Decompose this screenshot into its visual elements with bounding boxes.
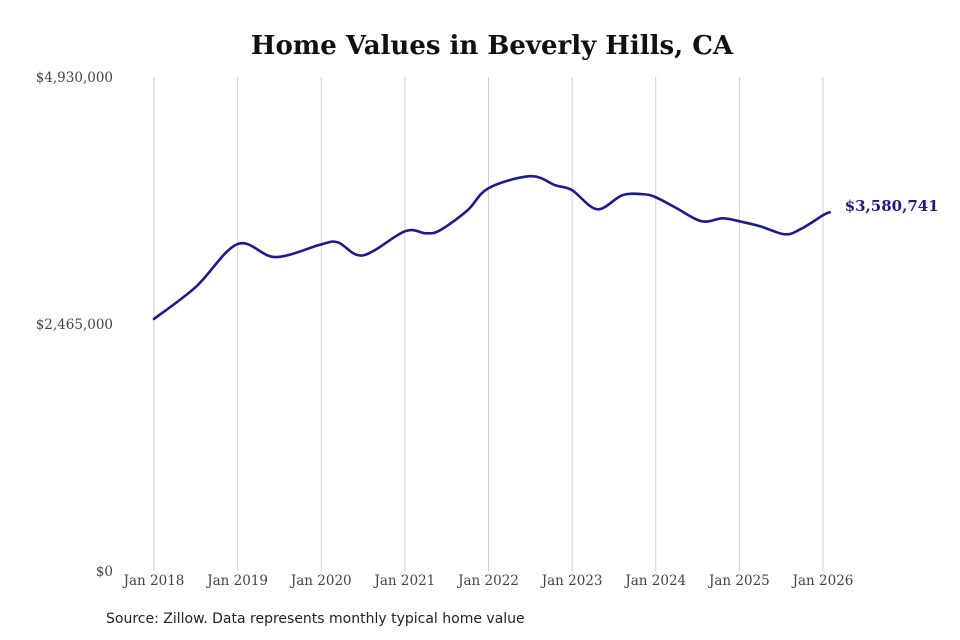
data-point bbox=[466, 209, 468, 211]
data-point bbox=[404, 230, 406, 232]
x-tick-label: Jan 2020 bbox=[289, 573, 352, 589]
data-point bbox=[738, 220, 740, 222]
y-tick-label: $4,930,000 bbox=[36, 70, 113, 86]
data-point bbox=[529, 175, 531, 177]
data-point bbox=[655, 196, 657, 198]
data-point bbox=[320, 243, 322, 245]
data-point bbox=[642, 193, 644, 195]
data-point bbox=[554, 184, 556, 186]
x-axis-ticks: Jan 2018 Jan 2019 Jan 2020 Jan 2021 Jan 2022… bbox=[122, 573, 854, 589]
y-tick-label: $2,465,000 bbox=[36, 317, 113, 333]
x-tick-label: Jan 2026 bbox=[791, 573, 854, 589]
data-point bbox=[153, 318, 155, 320]
gridlines bbox=[153, 77, 824, 571]
data-point bbox=[621, 194, 623, 196]
x-tick-label: Jan 2018 bbox=[122, 573, 185, 589]
data-point bbox=[274, 256, 276, 258]
x-tick-label: Jan 2025 bbox=[707, 573, 770, 589]
series-group bbox=[152, 174, 831, 321]
x-tick-label: Jan 2019 bbox=[205, 573, 268, 589]
data-point bbox=[801, 227, 803, 229]
x-tick-label: Jan 2023 bbox=[540, 573, 603, 589]
data-point bbox=[828, 211, 830, 213]
data-point bbox=[487, 187, 489, 189]
series-line bbox=[152, 174, 831, 321]
data-point bbox=[822, 214, 824, 216]
data-point bbox=[759, 225, 761, 227]
data-point bbox=[784, 233, 786, 235]
data-point bbox=[425, 232, 427, 234]
data-point bbox=[362, 254, 364, 256]
source-note: Source: Zillow. Data represents monthly … bbox=[106, 611, 525, 627]
data-point bbox=[721, 217, 723, 219]
y-tick-label: $0 bbox=[96, 564, 113, 580]
x-tick-label: Jan 2022 bbox=[456, 573, 519, 589]
x-tick-label: Jan 2021 bbox=[372, 573, 435, 589]
data-point bbox=[701, 220, 703, 222]
data-point bbox=[236, 243, 238, 245]
x-tick-label: Jan 2024 bbox=[623, 573, 686, 589]
chart-title: Home Values in Beverly Hills, CA bbox=[251, 31, 734, 61]
y-axis-ticks: $0 $2,465,000 $4,930,000 bbox=[36, 70, 113, 580]
data-point bbox=[675, 207, 677, 209]
data-point bbox=[439, 229, 441, 231]
end-value-label: $3,580,741 bbox=[845, 197, 939, 215]
data-point bbox=[195, 286, 197, 288]
data-point bbox=[571, 189, 573, 191]
data-point bbox=[596, 208, 598, 210]
data-point bbox=[337, 241, 339, 243]
